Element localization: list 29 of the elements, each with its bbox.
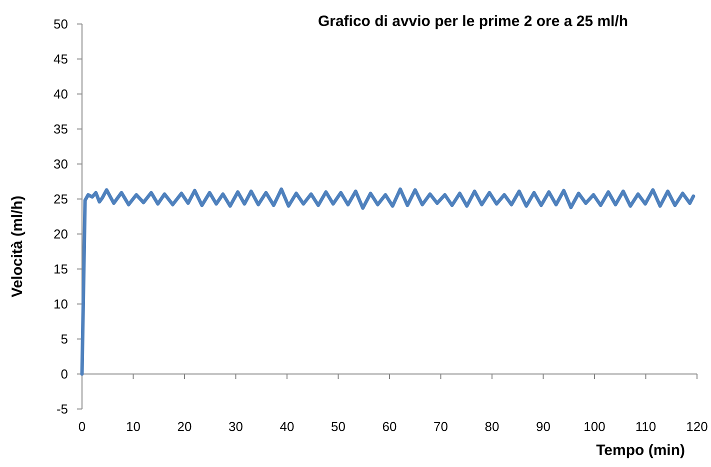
x-tick-label: 120 [686,419,708,434]
x-tick-label: 30 [228,419,243,434]
x-tick-label: 10 [126,419,140,434]
y-tick-label: 40 [54,86,68,102]
y-tick-label: 5 [60,332,68,347]
x-tick-label: 20 [177,419,192,434]
y-axis-title: Velocità (ml/h) [9,196,26,298]
y-tick-label: 15 [54,262,68,277]
y-tick-label: 25 [54,192,68,207]
y-tick-label: 45 [54,52,68,67]
y-tick-label: 30 [54,156,68,172]
x-tick-label: 40 [280,419,294,434]
x-axis-title: Tempo (min) [596,442,685,459]
y-tick-label: 20 [54,226,68,242]
y-tick-label: 35 [54,122,68,137]
x-tick-label: 60 [382,419,397,434]
y-tick-label: -5 [56,402,68,417]
chart-title: Grafico di avvio per le prime 2 ore a 25 ml/h [318,13,628,30]
x-tick-label: 100 [584,419,606,434]
y-tick-label: 50 [54,16,68,32]
x-tick-label: 110 [635,419,656,434]
x-tick-label: 50 [331,419,346,434]
x-tick-label: 70 [434,419,448,434]
x-tick-label: 90 [536,419,550,434]
x-tick-label: 80 [484,419,500,434]
y-tick-label: 0 [60,366,68,382]
line-series [80,187,696,376]
x-tick-label: 0 [78,419,86,434]
y-tick-label: 10 [54,296,68,312]
